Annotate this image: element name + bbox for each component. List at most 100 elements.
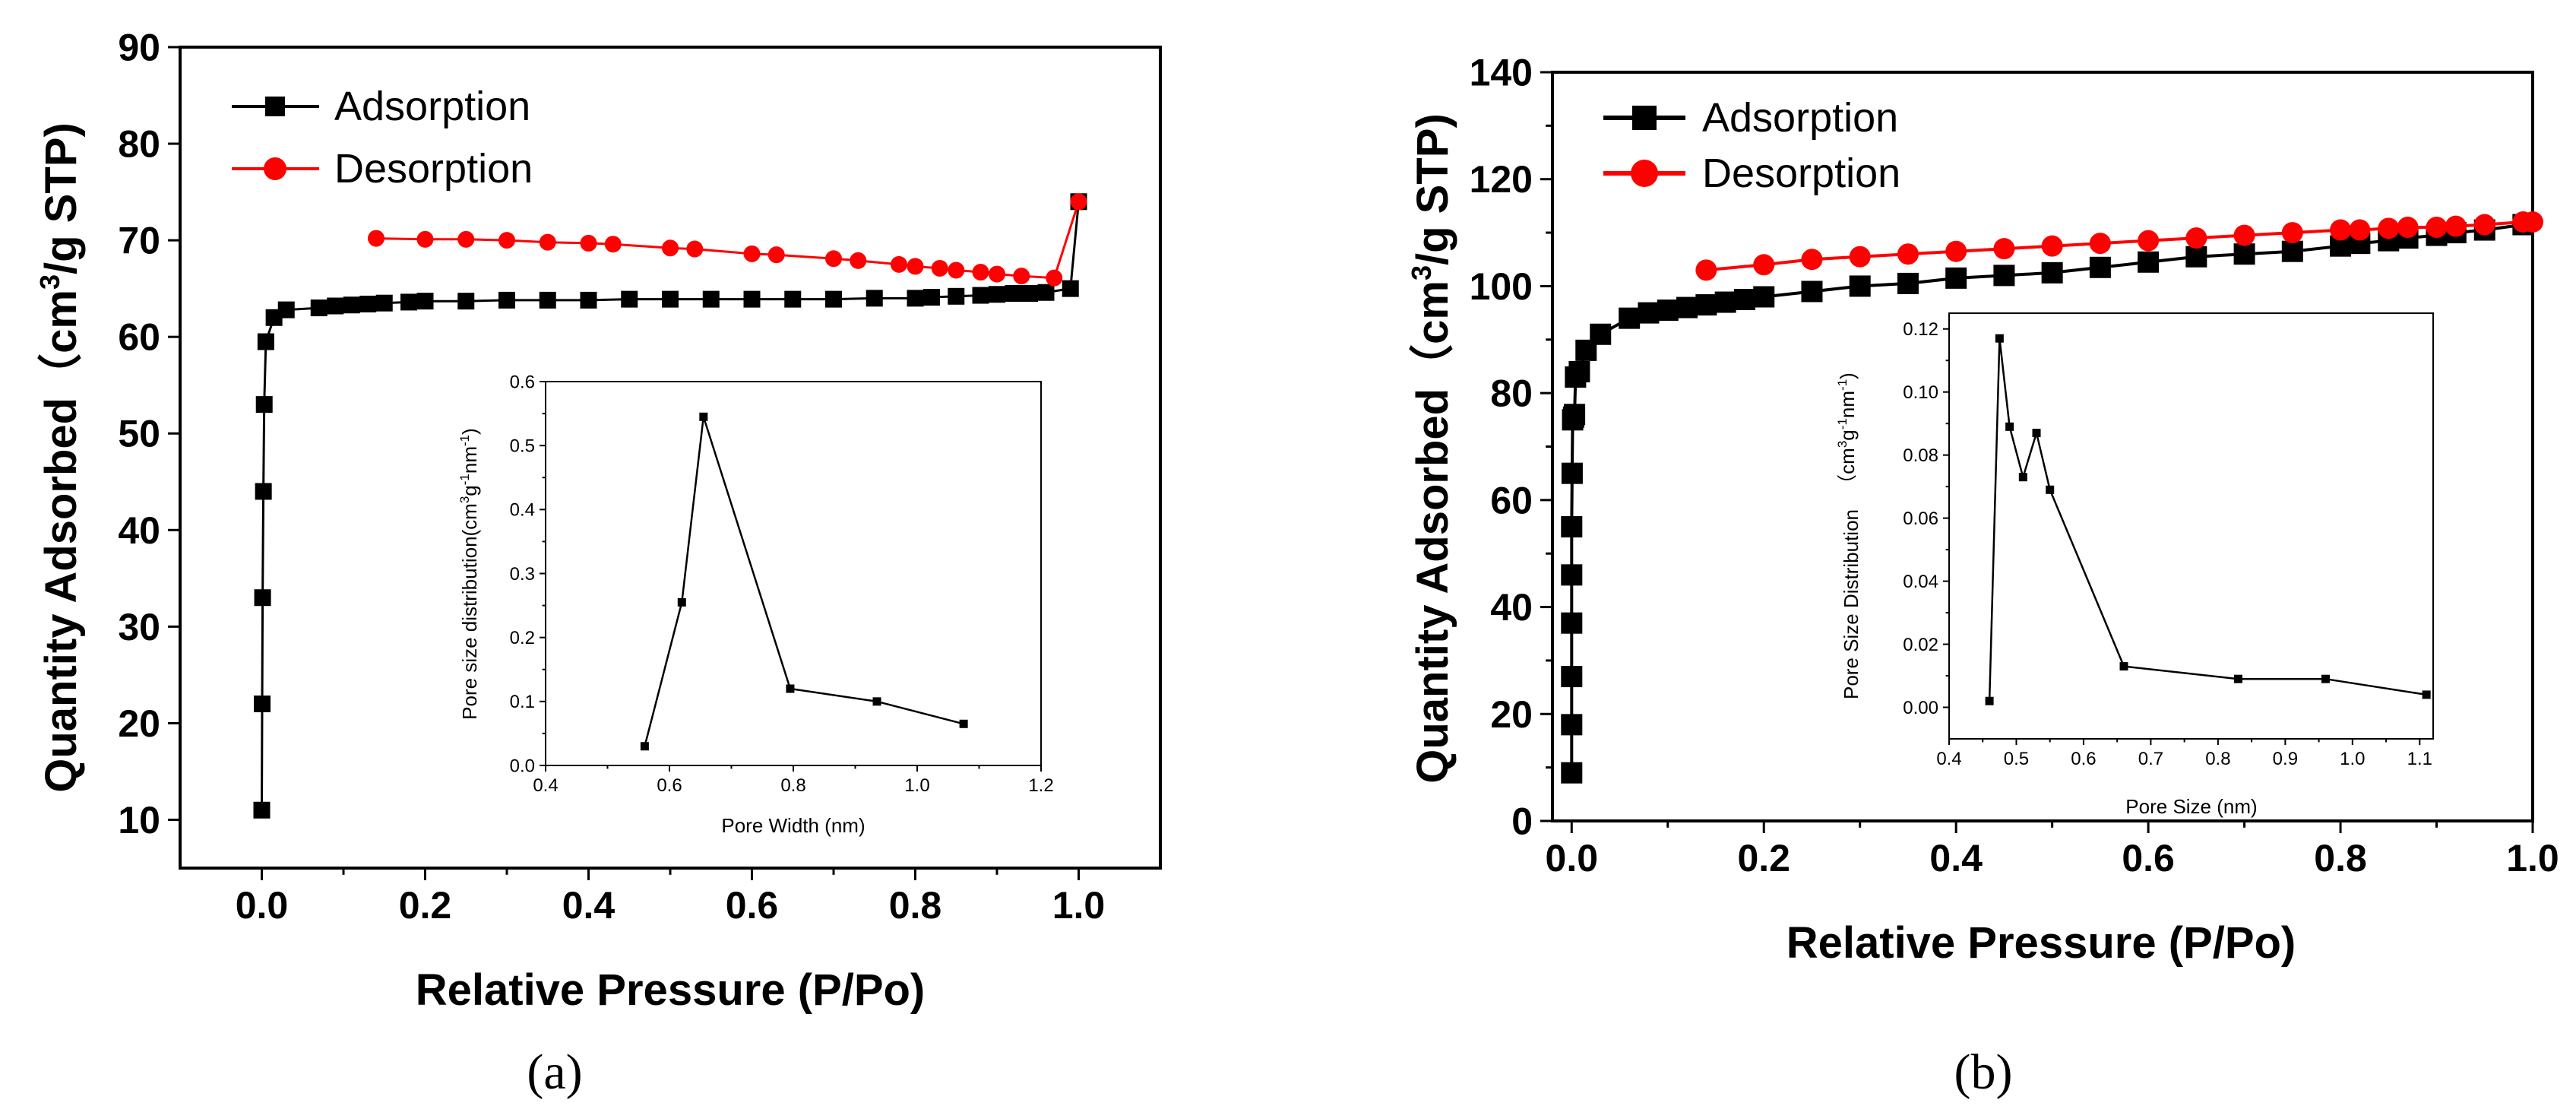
panel-b-xtick-label: 0.2 bbox=[1737, 837, 1790, 879]
panel-a-ytick-label: 50 bbox=[118, 413, 160, 455]
panel-a-inset: 0.4 0.6 0.8 1.0 1.2 0.0 0.1 0.2 0.3 0.4 0.5 0.6 Po… bbox=[457, 372, 1054, 837]
panel-b-ylabel: Quantity Adsorbed（cm3/g STP) bbox=[1406, 113, 1457, 784]
inset-a-xtick-label: 1.2 bbox=[1028, 775, 1053, 796]
panel-b-adsorption-point bbox=[1657, 299, 1679, 322]
panel-b-desorption-point bbox=[2041, 235, 2063, 257]
panel-a-adsorption-point bbox=[255, 483, 272, 500]
panel-b-main: 0.0 0.2 0.4 0.6 0.8 1.0 0 20 40 60 80 100 120 140 Re… bbox=[1406, 52, 2559, 968]
panel-b-desorption-point bbox=[2185, 227, 2207, 249]
panel-b-desorption-point bbox=[1993, 238, 2015, 260]
panel-a-adsorption-point bbox=[662, 290, 679, 308]
panel-b-desorption-point bbox=[2330, 219, 2352, 241]
panel-b-desorption-point bbox=[2089, 233, 2111, 255]
panel-a-series bbox=[253, 193, 1087, 819]
legend-a-desorption-marker bbox=[264, 157, 286, 180]
panel-b-adsorption-point bbox=[1590, 323, 1612, 345]
panel-b-desorption-point bbox=[1753, 254, 1775, 276]
legend-b-adsorption-label: Adsorption bbox=[1702, 95, 1898, 141]
panel-b-adsorption-point bbox=[2041, 261, 2063, 284]
legend-a-adsorption-label: Adsorption bbox=[334, 84, 530, 129]
inset-a-ytick-label: 0.5 bbox=[510, 436, 535, 457]
panel-b-adsorption-point bbox=[1619, 307, 1641, 329]
panel-a-xtick-label: 0.0 bbox=[236, 884, 289, 927]
inset-b-ytick-label: 0.02 bbox=[1903, 635, 1938, 655]
panel-b-adsorption-point bbox=[1801, 280, 1823, 303]
panel-b-desorption-point bbox=[1801, 249, 1823, 271]
panel-a-adsorption-point bbox=[702, 290, 720, 308]
panel-b-adsorption-point bbox=[2281, 240, 2303, 262]
panel-b-adsorption-point bbox=[2138, 251, 2160, 273]
panel-b-adsorption-point bbox=[1561, 612, 1583, 634]
panel-b-ytick-label: 0 bbox=[1511, 800, 1533, 843]
panel-a-adsorption-point bbox=[255, 396, 273, 414]
inset-a-ylabel-nm: nm bbox=[458, 446, 481, 474]
inset-a-ylabel-close: ) bbox=[458, 428, 481, 435]
inset-a-psd-line bbox=[644, 416, 964, 747]
inset-a-psd-point bbox=[872, 697, 881, 706]
panel-a-ytick-label: 10 bbox=[118, 799, 160, 841]
inset-a-ylabel-sup2: -1 bbox=[457, 474, 472, 485]
panel-a-adsorption-point bbox=[1037, 284, 1055, 301]
panel-b-desorption-point bbox=[2233, 224, 2255, 246]
panel-a-ytick-label: 20 bbox=[118, 702, 160, 745]
panel-b-adsorption-point bbox=[1638, 302, 1660, 324]
inset-b-psd-point bbox=[1985, 696, 1994, 705]
panel-a-ytick-label: 70 bbox=[118, 220, 160, 262]
inset-b-xtick-label: 1.0 bbox=[2340, 749, 2365, 769]
panel-a-desorption-point bbox=[743, 245, 761, 262]
panel-a-xtick-label: 1.0 bbox=[1052, 884, 1106, 927]
panel-a-xtick-label: 0.8 bbox=[889, 884, 942, 927]
panel-b-ylabel-main: Quantity Adsorbed（cm bbox=[1408, 280, 1457, 784]
panel-a-adsorption-point bbox=[923, 289, 940, 306]
panel-a-adsorption-point bbox=[327, 297, 344, 315]
inset-b-ylabel-g: g bbox=[1836, 429, 1859, 440]
inset-a-ylabel: Pore size distribution(cm3g-1nm-1) bbox=[457, 428, 481, 720]
panel-a-desorption-point bbox=[498, 232, 515, 249]
panel-a-adsorption-point bbox=[254, 696, 271, 712]
inset-b-psd-point bbox=[2321, 674, 2330, 683]
legend-a-desorption-label: Desorption bbox=[334, 146, 533, 192]
panel-a-xtick-label: 0.4 bbox=[562, 884, 616, 927]
panel-a-ytick-label: 90 bbox=[118, 27, 160, 69]
panel-a-adsorption-point bbox=[743, 290, 761, 308]
inset-b-xtick-label: 0.7 bbox=[2138, 749, 2163, 769]
panel-a-desorption-point bbox=[368, 230, 385, 247]
inset-a-series bbox=[640, 412, 968, 751]
panel-b-y-axis: 0 20 40 60 80 100 120 140 bbox=[1470, 52, 1552, 843]
panel-a-legend: Adsorption Desorption bbox=[232, 84, 533, 192]
panel-a-desorption-point bbox=[907, 258, 924, 275]
inset-a-psd-point bbox=[699, 412, 708, 421]
inset-b-psd-point bbox=[2119, 662, 2128, 671]
panel-b-xlabel: Relative Pressure (P/Po) bbox=[1786, 918, 2296, 968]
panel-a-adsorption-point bbox=[310, 299, 328, 317]
inset-b-psd-point bbox=[2233, 674, 2242, 683]
panel-b-xtick-label: 0.0 bbox=[1546, 837, 1599, 879]
panel-b-adsorption-point bbox=[1561, 666, 1583, 688]
panel-a-adsorption-point bbox=[416, 293, 434, 310]
panel-a-adsorption-point bbox=[359, 295, 377, 312]
panel-b-adsorption-point bbox=[1714, 291, 1736, 313]
inset-b-psd-point bbox=[2018, 473, 2027, 482]
panel-b-desorption-point bbox=[2445, 215, 2467, 237]
panel-a-desorption-point bbox=[604, 236, 622, 253]
panel-b-ytick-label: 140 bbox=[1470, 52, 1533, 94]
inset-a-xtick-label: 0.6 bbox=[657, 775, 682, 796]
panel-a-adsorption-point bbox=[621, 290, 638, 308]
panel-a-xlabel: Relative Pressure (P/Po) bbox=[416, 965, 926, 1015]
panel-a-adsorption-point bbox=[1021, 285, 1038, 302]
inset-b-y-axis: 0.00 0.02 0.04 0.06 0.08 0.10 0.12 bbox=[1903, 319, 1949, 718]
panel-a-xtick-label: 0.6 bbox=[726, 884, 779, 927]
panel-b-adsorption-point bbox=[1733, 289, 1755, 311]
panel-b-adsorption-point bbox=[1561, 714, 1583, 736]
panel-b-adsorption-point bbox=[1561, 462, 1583, 484]
panel-a-adsorption-point bbox=[948, 287, 965, 305]
panel-b-adsorption-point bbox=[1561, 564, 1583, 586]
legend-a-adsorption-marker bbox=[265, 97, 285, 116]
panel-b-xtick-label: 1.0 bbox=[2506, 837, 2559, 879]
panel-b-adsorption-point bbox=[1945, 267, 1967, 289]
inset-a-x-axis: 0.4 0.6 0.8 1.0 1.2 bbox=[533, 765, 1054, 796]
panel-b-adsorption-point bbox=[1568, 361, 1590, 382]
inset-a-ylabel-g: g bbox=[458, 485, 481, 496]
inset-b-xtick-label: 0.5 bbox=[2004, 749, 2029, 769]
